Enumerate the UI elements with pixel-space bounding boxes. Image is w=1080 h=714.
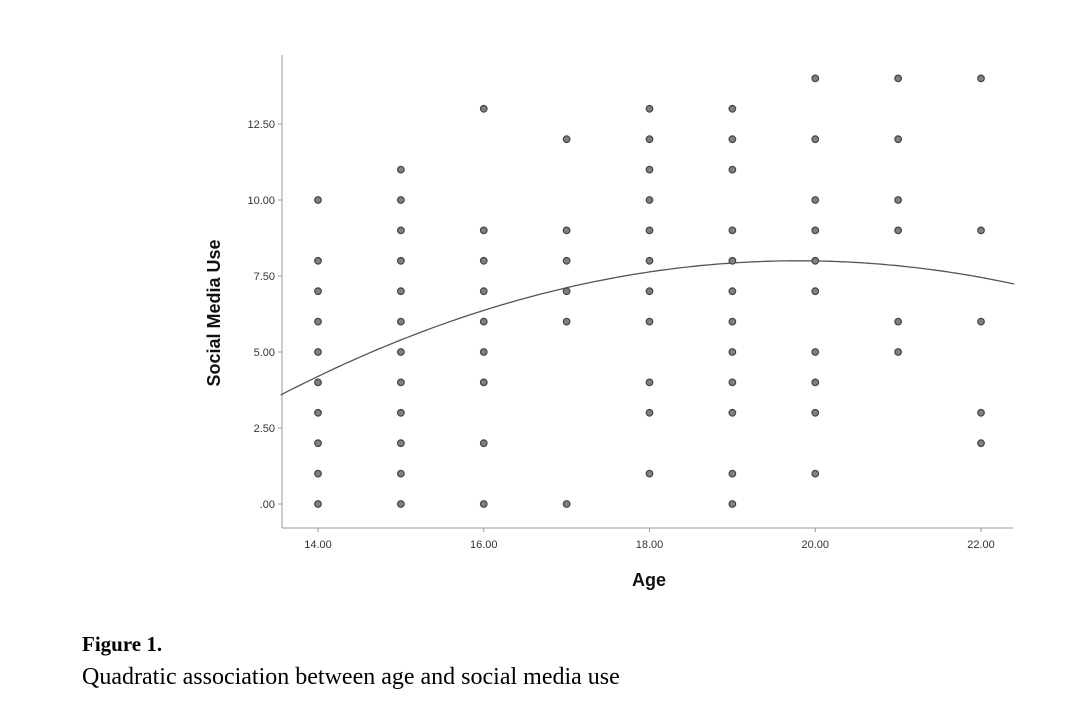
x-tick-label: 20.00 [801, 539, 829, 551]
data-point [728, 135, 737, 144]
x-tick-label: 16.00 [470, 539, 498, 551]
data-point [396, 256, 405, 265]
data-point [894, 317, 903, 326]
y-tick-label: 5.00 [254, 347, 275, 359]
data-point [396, 378, 405, 387]
data-point [396, 408, 405, 417]
data-point [314, 500, 322, 508]
data-point [728, 378, 737, 387]
data-point [479, 256, 488, 265]
data-point [314, 469, 322, 478]
y-tick-label: 2.50 [254, 423, 275, 435]
data-point [894, 135, 903, 144]
data-point [728, 500, 737, 508]
data-point [811, 348, 820, 356]
data-point [645, 104, 654, 113]
data-point [811, 287, 820, 296]
quadratic-fit-line [280, 260, 1015, 396]
data-point [479, 317, 488, 326]
data-point [728, 317, 737, 326]
data-point [396, 439, 405, 448]
data-point [811, 469, 820, 478]
data-point [479, 378, 488, 387]
data-point [396, 469, 405, 478]
data-point [728, 348, 737, 356]
data-point [811, 408, 820, 417]
data-point [645, 317, 654, 326]
y-tick-label: 7.50 [254, 271, 275, 283]
y-tick-label: 12.50 [247, 119, 275, 131]
data-point [562, 135, 571, 144]
data-point [728, 165, 737, 174]
figure-caption-text: Quadratic association between age and so… [82, 664, 620, 690]
data-point [811, 74, 820, 83]
data-point [811, 196, 820, 204]
y-axis-label: Social Media Use [204, 239, 224, 386]
data-point [894, 196, 903, 204]
data-point [396, 165, 405, 174]
data-point [728, 287, 737, 296]
data-point [645, 287, 654, 296]
data-point [811, 226, 820, 235]
data-point [479, 439, 488, 448]
data-point [314, 287, 322, 296]
data-point [479, 287, 488, 296]
data-point [977, 226, 985, 235]
data-point [396, 500, 405, 508]
data-point [479, 500, 488, 508]
data-point [314, 317, 322, 326]
x-tick-label: 22.00 [967, 539, 995, 551]
data-point [645, 408, 654, 417]
data-point [562, 287, 571, 296]
data-point [396, 226, 405, 235]
data-point [645, 165, 654, 174]
data-point [562, 317, 571, 326]
data-point [562, 256, 571, 265]
data-point [645, 469, 654, 478]
data-point [977, 317, 985, 326]
data-point [314, 348, 322, 356]
data-point [811, 135, 820, 144]
figure-caption-title: Figure 1. [82, 632, 163, 656]
data-point [314, 256, 322, 265]
x-tick-label: 18.00 [636, 539, 664, 551]
data-point [396, 317, 405, 326]
data-point [728, 226, 737, 235]
data-point [645, 378, 654, 387]
data-point [977, 74, 985, 83]
x-tick-label: 14.00 [304, 539, 332, 551]
data-point [728, 469, 737, 478]
x-axis-label: Age [632, 570, 666, 590]
data-point [977, 408, 985, 417]
data-point [396, 196, 405, 204]
data-point [479, 226, 488, 235]
data-point [728, 104, 737, 113]
data-point [728, 256, 737, 265]
data-point [396, 348, 405, 356]
data-point [562, 500, 571, 508]
data-point [396, 287, 405, 296]
data-point [479, 348, 488, 356]
data-point [894, 226, 903, 235]
data-point [811, 378, 820, 387]
data-point [728, 408, 737, 417]
data-point [314, 408, 322, 417]
data-point [314, 378, 322, 387]
data-point [645, 196, 654, 204]
data-point [894, 74, 903, 83]
data-point [314, 196, 322, 204]
data-point [977, 439, 985, 448]
y-tick-label: .00 [260, 499, 275, 511]
y-tick-label: 10.00 [247, 195, 275, 207]
data-point [562, 226, 571, 235]
data-point [479, 104, 488, 113]
data-point [645, 256, 654, 265]
data-point [314, 439, 322, 448]
data-point [645, 226, 654, 235]
data-point [811, 256, 820, 265]
data-point [645, 135, 654, 144]
data-point [894, 348, 903, 356]
